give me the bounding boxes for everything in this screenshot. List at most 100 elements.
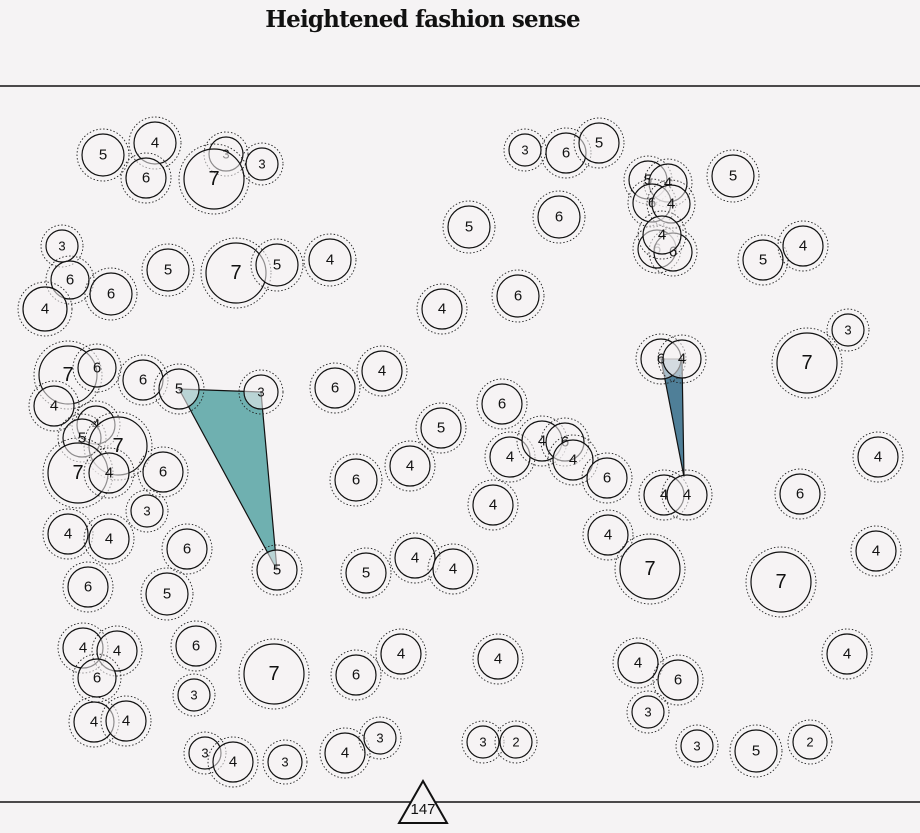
node[interactable]: 4 [100,695,152,747]
node-halo [442,200,496,254]
node[interactable]: 5 [340,547,392,599]
node[interactable]: 3 [358,716,402,760]
node[interactable]: 4 [547,434,599,486]
node[interactable]: 3 [238,369,284,415]
node[interactable]: 4 [42,508,94,560]
node[interactable]: 6 [491,269,545,323]
node[interactable]: 7 [745,546,817,618]
node[interactable]: 4 [375,628,427,680]
node[interactable]: 4 [384,440,436,492]
node-label: 7 [208,168,219,190]
node[interactable]: 4 [83,513,135,565]
node-label: 4 [683,487,691,504]
node[interactable]: 5 [729,724,783,778]
node[interactable]: 4 [852,431,904,483]
node[interactable]: 4 [416,283,468,335]
node[interactable]: 4 [777,220,829,272]
node[interactable]: 6 [161,523,213,575]
node-label: 4 [341,745,349,762]
node[interactable]: 4 [28,380,80,432]
node[interactable]: 3 [262,739,308,785]
node[interactable]: 5 [573,117,625,169]
node[interactable]: 4 [612,637,664,689]
node[interactable]: 3 [826,308,870,352]
node[interactable]: 4 [657,334,707,384]
node[interactable]: 4 [850,525,902,577]
node-circle [617,642,659,684]
node-halo [83,447,135,499]
node[interactable]: 6 [540,127,592,179]
node-label: 4 [122,713,130,730]
node[interactable]: 4 [207,736,259,788]
node[interactable]: 4 [17,281,73,337]
node-label: 3 [143,504,150,519]
node[interactable]: 3 [626,690,670,734]
node[interactable]: 2 [494,720,538,764]
footer-marker[interactable]: 147 [397,778,449,824]
node[interactable]: 7 [238,638,310,710]
node[interactable]: 5 [251,544,303,596]
node[interactable]: 3 [503,128,547,172]
node[interactable]: 7 [178,143,250,215]
node[interactable]: 6 [581,452,633,504]
node-circle [146,248,190,292]
node[interactable]: 6 [330,649,382,701]
node-label: 6 [514,288,522,305]
node[interactable]: 6 [170,620,222,672]
node[interactable]: 4 [91,625,143,677]
node[interactable]: 2 [787,719,833,765]
node[interactable]: 4 [661,469,713,521]
node[interactable]: 4 [821,628,873,680]
node-label: 4 [843,646,851,663]
node[interactable]: 5 [141,243,195,297]
node[interactable]: 4 [319,727,371,779]
node[interactable]: 6 [72,343,122,393]
node[interactable]: 5 [737,234,789,286]
node[interactable]: 7 [771,327,843,399]
node[interactable]: 6 [329,453,383,507]
node[interactable]: 4 [356,345,408,397]
node[interactable]: 6 [774,468,826,520]
node-label: 3 [376,731,383,746]
node[interactable]: 4 [389,532,441,584]
node[interactable]: 6 [652,654,704,706]
node[interactable]: 6 [476,378,528,430]
node[interactable]: 7 [614,533,686,605]
node[interactable]: 6 [84,267,138,321]
node[interactable]: 4 [582,509,634,561]
node[interactable]: 4 [472,633,524,685]
node[interactable]: 3 [125,489,169,533]
node-label: 6 [669,244,677,261]
node-circle [496,274,540,318]
node-circle [662,339,702,379]
node[interactable]: 6 [45,255,95,305]
node[interactable]: 5 [415,402,467,454]
node[interactable]: 4 [646,179,696,229]
node[interactable]: 3 [172,673,216,717]
node[interactable]: 4 [467,479,519,531]
node[interactable]: 5 [153,363,205,415]
node-circle [421,288,463,330]
node[interactable]: 6 [62,561,114,613]
node[interactable]: 4 [83,447,135,499]
node-halo [100,695,152,747]
node-label: 4 [678,351,686,368]
node[interactable]: 6 [120,152,172,204]
node[interactable]: 5 [76,128,130,182]
node-circle [750,551,812,613]
node[interactable]: 5 [706,149,760,203]
node[interactable]: 5 [140,567,194,621]
node[interactable]: 4 [303,233,357,287]
node[interactable]: 6 [309,362,361,414]
node[interactable]: 5 [442,200,496,254]
node[interactable]: 4 [637,210,687,260]
node-halo [573,117,625,169]
node[interactable]: 6 [532,190,586,244]
node[interactable]: 5 [250,238,304,292]
node[interactable]: 3 [675,724,719,768]
node[interactable]: 3 [40,224,84,268]
node[interactable]: 4 [427,543,479,595]
node-halo [72,343,122,393]
node[interactable]: 3 [461,720,505,764]
node[interactable]: 3 [240,142,284,186]
